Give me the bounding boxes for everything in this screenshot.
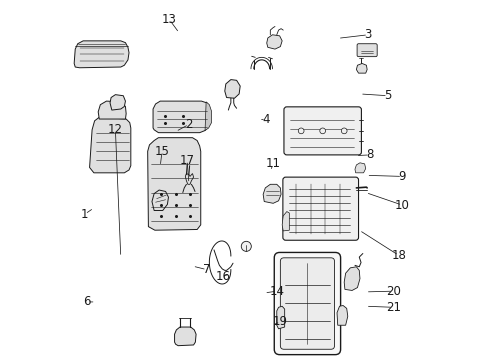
FancyBboxPatch shape (284, 107, 361, 155)
Text: 9: 9 (398, 170, 405, 183)
Polygon shape (336, 306, 347, 325)
Text: 7: 7 (203, 263, 210, 276)
Text: 3: 3 (364, 28, 371, 41)
Text: 15: 15 (154, 145, 169, 158)
Polygon shape (89, 117, 131, 173)
Polygon shape (147, 138, 201, 230)
Text: 12: 12 (108, 123, 122, 136)
Circle shape (241, 241, 251, 251)
Text: 6: 6 (83, 296, 90, 309)
Polygon shape (110, 95, 125, 110)
Polygon shape (74, 41, 129, 68)
Polygon shape (185, 174, 193, 184)
Polygon shape (174, 327, 196, 346)
Polygon shape (153, 101, 210, 133)
Text: 18: 18 (390, 249, 406, 262)
Text: 17: 17 (179, 154, 194, 167)
Text: 20: 20 (385, 285, 400, 298)
FancyBboxPatch shape (274, 252, 340, 355)
Polygon shape (276, 306, 284, 329)
Text: 10: 10 (394, 199, 409, 212)
Text: 21: 21 (385, 301, 400, 314)
Circle shape (341, 128, 346, 134)
Text: 13: 13 (162, 13, 176, 26)
Polygon shape (152, 190, 168, 211)
Polygon shape (98, 101, 126, 119)
Text: 1: 1 (81, 208, 88, 221)
Text: 11: 11 (265, 157, 280, 170)
FancyBboxPatch shape (356, 44, 376, 57)
Text: 14: 14 (269, 285, 284, 298)
Text: 16: 16 (215, 270, 230, 283)
Text: 5: 5 (384, 89, 391, 102)
FancyBboxPatch shape (280, 258, 334, 349)
FancyBboxPatch shape (282, 177, 358, 240)
Polygon shape (263, 184, 281, 203)
Polygon shape (282, 212, 289, 231)
Circle shape (298, 128, 304, 134)
Text: 2: 2 (185, 118, 192, 131)
Text: 19: 19 (272, 315, 287, 328)
Polygon shape (356, 63, 366, 73)
Polygon shape (354, 163, 365, 173)
Circle shape (319, 128, 325, 134)
Text: 8: 8 (366, 148, 373, 161)
Text: 4: 4 (262, 113, 269, 126)
Polygon shape (204, 102, 211, 131)
Polygon shape (224, 80, 240, 98)
Polygon shape (266, 35, 282, 49)
Polygon shape (344, 267, 359, 291)
